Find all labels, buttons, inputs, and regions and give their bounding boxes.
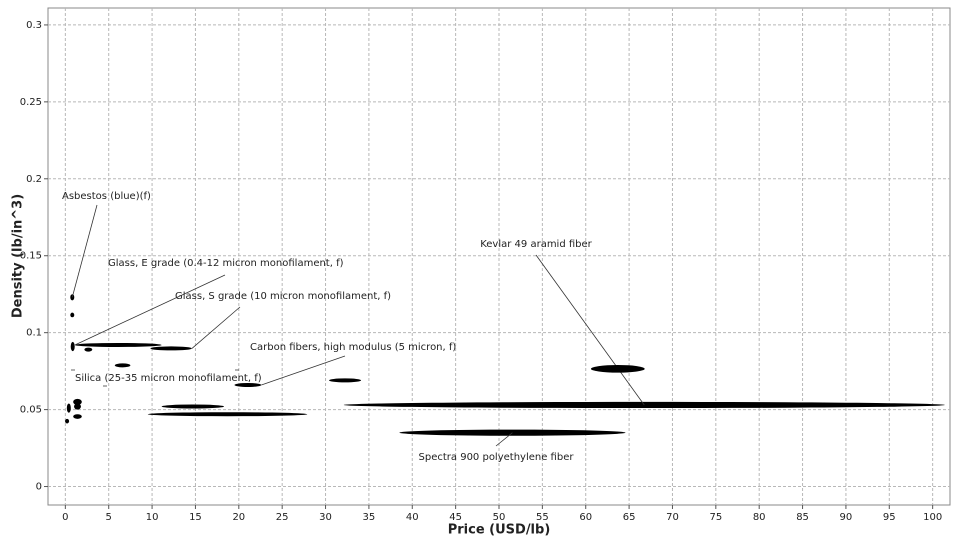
material-label: Carbon fibers, high modulus (5 micron, f… (250, 342, 456, 353)
x-tick-label: 75 (709, 512, 722, 523)
material-bubble (73, 414, 82, 419)
material-bubble (74, 342, 162, 347)
x-tick-label: 85 (796, 512, 809, 523)
material-bubble (66, 403, 71, 413)
leader-line (71, 204, 98, 298)
x-tick-label: 90 (840, 512, 853, 523)
x-tick-label: 0 (62, 512, 68, 523)
y-tick-label: 0.1 (26, 328, 42, 339)
leader-line (74, 274, 226, 346)
material-bubble (73, 398, 82, 405)
y-axis-title: Density (lb/in^3) (11, 194, 26, 318)
material-label: Kevlar 49 aramid fiber (480, 239, 592, 250)
material-bubble (161, 404, 225, 409)
material-label: Spectra 900 polyethylene fiber (419, 452, 575, 463)
x-tick-label: 65 (623, 512, 636, 523)
x-tick-label: 30 (319, 512, 332, 523)
material-bubble (74, 403, 81, 410)
x-tick-label: 10 (146, 512, 159, 523)
y-tick-label: 0 (36, 482, 42, 493)
material-bubble (150, 346, 192, 351)
x-axis-title: Price (USD/lb) (448, 523, 551, 538)
material-bubble (70, 341, 75, 352)
x-tick-label: 95 (883, 512, 896, 523)
x-tick-label: 5 (106, 512, 112, 523)
material-bubble (329, 378, 362, 383)
y-tick-label: 0.2 (26, 174, 42, 185)
leader-line (495, 432, 513, 447)
material-bubble (147, 412, 308, 417)
x-tick-label: 60 (579, 512, 592, 523)
y-tick-label: 0.3 (26, 20, 42, 31)
x-tick-label: 20 (232, 512, 245, 523)
material-bubble (70, 312, 75, 318)
material-bubble (84, 347, 93, 352)
material-label: Silica (25-35 micron monofilament, f) (75, 373, 262, 384)
leader-line (261, 355, 346, 386)
material-bubble (234, 382, 262, 387)
leader-line (191, 306, 241, 349)
x-tick-label: 80 (753, 512, 766, 523)
x-tick-label: 35 (363, 512, 376, 523)
x-tick-label: 25 (276, 512, 289, 523)
y-tick-label: 0.05 (20, 405, 42, 416)
x-tick-label: 55 (536, 512, 549, 523)
x-tick-label: 15 (189, 512, 202, 523)
material-bubble (114, 363, 131, 368)
x-tick-label: 50 (493, 512, 506, 523)
material-label: Glass, S grade (10 micron monofilament, … (175, 291, 391, 302)
material-bubble (65, 418, 70, 424)
x-tick-label: 40 (406, 512, 419, 523)
material-label: Asbestos (blue)(f) (62, 191, 151, 202)
x-tick-label: 70 (666, 512, 679, 523)
material-label: Glass, E grade (0.4-12 micron monofilame… (108, 258, 344, 269)
x-tick-label: 45 (449, 512, 462, 523)
y-tick-label: 0.15 (20, 251, 42, 262)
y-tick-label: 0.25 (20, 97, 42, 108)
x-tick-label: 100 (923, 512, 942, 523)
material-bubble (590, 364, 645, 373)
leader-line (535, 254, 645, 406)
